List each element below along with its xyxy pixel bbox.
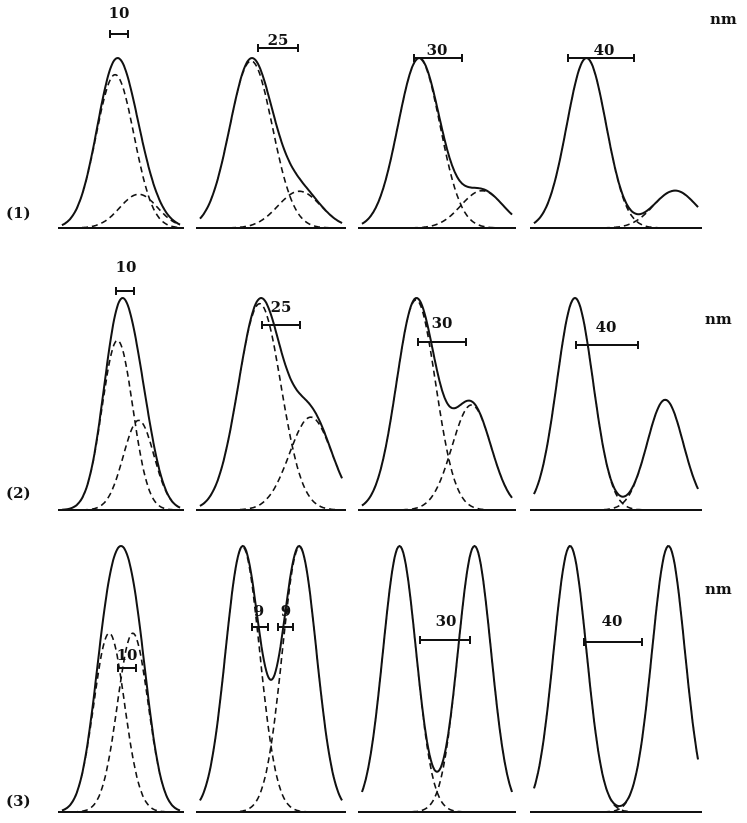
component-curve-1 <box>533 545 698 813</box>
panel-3-4: 40 <box>530 545 702 813</box>
row-label-2: (2) <box>6 484 31 502</box>
panel-2-3: 30 <box>358 296 516 511</box>
panel-2-2: 25 <box>196 296 346 511</box>
component-curve-2 <box>62 632 181 813</box>
panel-caption: 25 <box>271 298 292 316</box>
scale-bar <box>109 30 129 38</box>
scale-bar <box>115 287 135 295</box>
panel-caption: 40 <box>602 612 623 630</box>
component-curve-1 <box>361 299 512 511</box>
component-curve-1 <box>361 545 512 813</box>
component-curve-2 <box>362 189 513 229</box>
panel-caption: 10 <box>117 646 138 664</box>
envelope-curve <box>61 56 181 226</box>
envelope-curve <box>199 56 343 224</box>
panel-3-1: 10 <box>58 544 184 813</box>
envelope-curve <box>533 545 699 808</box>
component-curve-2 <box>534 398 699 511</box>
panel-1-1: 10 <box>58 4 184 229</box>
panel-1-4: 40 <box>530 41 702 229</box>
envelope-curve <box>361 56 513 225</box>
panel-caption-right: 9 <box>281 602 291 620</box>
component-curve-2 <box>534 545 699 813</box>
panel-caption: 40 <box>594 41 615 59</box>
component-curve-2 <box>62 193 181 229</box>
panel-2-1: 10 <box>58 258 184 511</box>
scale-bar-left <box>251 623 269 631</box>
component-curve-1 <box>199 302 342 511</box>
scale-bar <box>567 54 635 62</box>
scale-bar <box>419 636 471 644</box>
component-curve-1 <box>61 339 181 511</box>
scale-bar <box>583 638 643 646</box>
component-curve-1 <box>361 57 512 229</box>
component-curve-1 <box>199 60 342 229</box>
component-curve-1 <box>61 73 181 229</box>
unit-label-row-2: nm <box>705 310 732 328</box>
panel-caption: 40 <box>596 318 617 336</box>
panel-1-3: 30 <box>358 41 516 229</box>
scale-bar <box>257 44 299 52</box>
component-curve-2 <box>62 419 181 511</box>
panel-caption: 10 <box>116 258 137 276</box>
panel-caption: 30 <box>427 41 448 59</box>
scale-bar <box>413 54 463 62</box>
panel-caption: 30 <box>432 314 453 332</box>
panel-caption-left: 9 <box>254 602 264 620</box>
component-curve-2 <box>534 189 699 229</box>
envelope-curve <box>199 544 343 801</box>
panel-3-3: 30 <box>358 544 516 813</box>
row-label-1: (1) <box>6 204 31 222</box>
unit-label-row-3: nm <box>705 580 732 598</box>
scale-bar <box>261 321 301 329</box>
envelope-curve <box>361 544 513 793</box>
panel-caption: 10 <box>109 4 130 22</box>
panel-1-2: 25 <box>196 31 346 229</box>
envelope-curve <box>61 296 181 511</box>
envelope-curve <box>533 57 699 224</box>
unit-label-row-1: nm <box>710 10 737 28</box>
component-curve-1 <box>533 57 698 229</box>
component-curve-2 <box>200 190 343 229</box>
row-label-3: (3) <box>6 792 31 810</box>
scale-bar <box>575 341 639 349</box>
scale-bar <box>117 664 137 672</box>
component-curve-2 <box>200 416 343 511</box>
scale-bar-right <box>277 623 294 631</box>
scale-bar <box>417 338 467 346</box>
panel-caption: 30 <box>436 612 457 630</box>
panel-caption: 25 <box>268 31 289 49</box>
panel-2-4: 40 <box>530 296 702 511</box>
panel-3-2: 9 9 <box>196 544 346 813</box>
